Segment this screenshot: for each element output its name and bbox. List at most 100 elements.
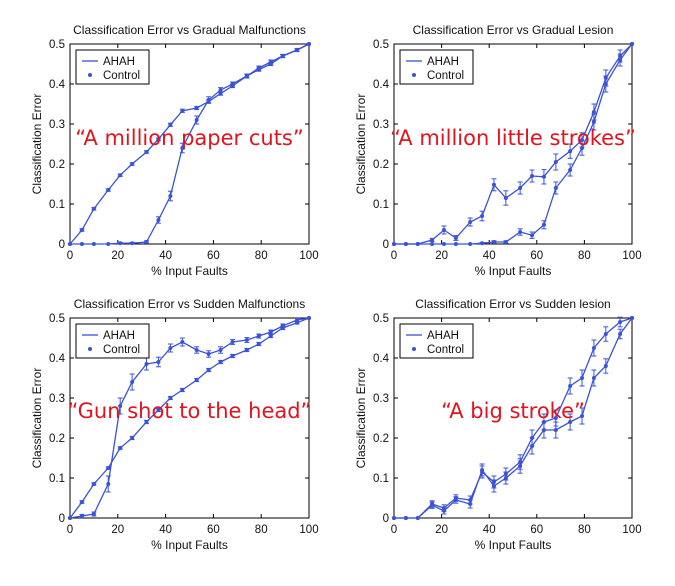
data-point (144, 420, 149, 424)
data-point (403, 242, 408, 246)
data-point (603, 82, 608, 86)
data-point (518, 186, 523, 190)
data-point (156, 218, 161, 222)
legend: AHAH Control (75, 323, 150, 359)
data-point (156, 408, 161, 412)
data-point (553, 186, 558, 190)
chart-panel-2: Classification Error vs Gradual Lesion 0 2… (354, 23, 642, 278)
data-point (244, 348, 249, 352)
data-point (415, 516, 420, 520)
data-point (468, 242, 473, 246)
data-point (591, 110, 596, 114)
x-tick-label: 80 (578, 250, 591, 262)
data-point (468, 502, 473, 506)
y-tick-label: 0.5 (49, 39, 65, 51)
data-point (453, 498, 458, 502)
x-tick-label: 0 (391, 524, 397, 536)
y-tick-label: 0 (383, 513, 389, 525)
y-tick-label: 0.1 (49, 473, 65, 485)
data-point (503, 476, 508, 480)
legend: AHAH Control (399, 49, 474, 85)
data-point (118, 404, 123, 408)
data-point (568, 384, 573, 388)
data-point (591, 376, 596, 380)
data-point (206, 368, 211, 372)
x-tick-label: 40 (483, 250, 496, 262)
data-point (568, 420, 573, 424)
y-tick-label: 0.3 (49, 393, 65, 405)
legend-entry: Control (427, 70, 464, 82)
data-point (441, 508, 446, 513)
data-point (256, 66, 261, 70)
data-point (106, 188, 111, 192)
x-tick-label: 0 (67, 524, 73, 536)
y-axis-label: Classification Error (30, 368, 44, 469)
y-tick-label: 0.2 (49, 433, 65, 445)
legend-marker-swatch (88, 73, 92, 77)
series-line (69, 317, 310, 519)
series-control (68, 316, 311, 520)
series-line (394, 43, 633, 245)
x-tick-label: 60 (530, 250, 543, 262)
legend-entry: AHAH (103, 330, 135, 342)
y-tick-label: 0.5 (373, 39, 389, 51)
data-point (256, 342, 261, 346)
x-axis-label: % Input Faults (475, 538, 552, 552)
data-point (630, 316, 634, 320)
data-point (618, 332, 623, 336)
data-point (130, 241, 135, 246)
legend-box (75, 323, 150, 359)
y-axis-label: Classification Error (354, 368, 368, 469)
data-point (106, 242, 111, 246)
data-point (295, 48, 300, 52)
series-control (68, 42, 311, 246)
data-point (194, 106, 199, 110)
data-point (118, 446, 123, 450)
data-point (603, 332, 608, 336)
legend-entry: AHAH (427, 56, 459, 68)
data-point (430, 503, 435, 508)
legend: AHAH Control (399, 323, 474, 359)
data-point (194, 378, 199, 382)
data-point (307, 42, 311, 46)
data-point (91, 206, 96, 211)
data-point (568, 149, 573, 154)
data-point (580, 146, 585, 150)
data-point (491, 240, 496, 244)
x-tick-label: 40 (159, 250, 172, 262)
data-point (268, 334, 273, 338)
data-point (68, 242, 72, 246)
y-tick-label: 0 (59, 239, 65, 251)
data-point (144, 150, 149, 154)
y-tick-label: 0.3 (373, 119, 389, 131)
data-point (79, 242, 84, 246)
data-point (268, 330, 273, 334)
data-point (130, 162, 135, 166)
x-tick-label: 0 (67, 250, 73, 262)
y-tick-label: 0.1 (373, 473, 389, 485)
legend-box (75, 49, 150, 85)
y-tick-label: 0.2 (49, 159, 65, 171)
legend: AHAH Control (75, 49, 150, 85)
data-point (415, 242, 420, 246)
data-point (91, 482, 96, 486)
data-point (180, 146, 185, 150)
x-tick-label: 100 (299, 250, 318, 262)
data-point (230, 354, 235, 358)
x-tick-label: 100 (622, 524, 641, 536)
data-point (430, 242, 435, 246)
legend-box (399, 49, 474, 85)
series-line (394, 317, 633, 519)
data-point (307, 316, 311, 320)
data-point (541, 428, 546, 432)
y-tick-label: 0.2 (373, 159, 389, 171)
chart-panel-1: Classification Error vs Gradual Malfunct… (30, 23, 319, 278)
series-control (392, 316, 634, 520)
data-point (180, 340, 185, 344)
data-point (180, 388, 185, 392)
x-tick-label: 80 (578, 524, 591, 536)
data-point (68, 516, 72, 520)
x-tick-label: 0 (391, 250, 397, 262)
data-point (91, 512, 96, 516)
data-point (503, 196, 508, 200)
